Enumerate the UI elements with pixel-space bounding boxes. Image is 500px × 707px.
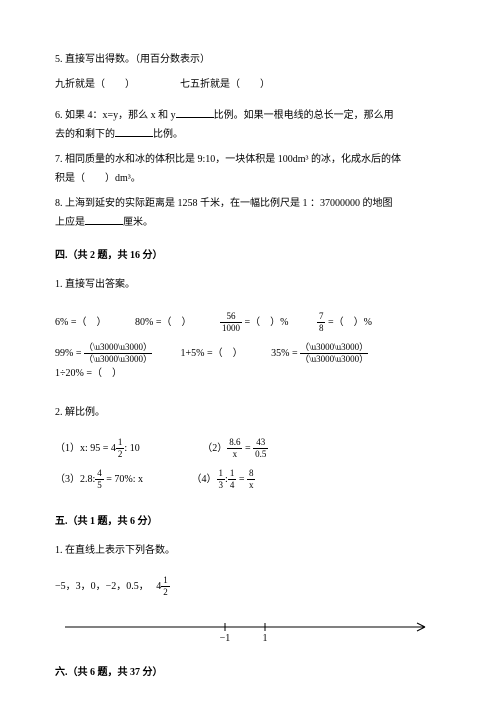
number-line: −1 1 (55, 607, 435, 647)
frac-4-5: 45 (95, 469, 104, 490)
frac-b: 430.5 (253, 438, 268, 459)
prop4: （4）13:14 = 8x (192, 469, 256, 490)
eq: = (236, 474, 247, 485)
q7-a: 7. 相同质量的水和冰的体积比是 9:10，一块体积是 100dm³ 的冰，化成… (55, 154, 401, 165)
blank (85, 215, 123, 225)
cell-1plus5: 1+5% =（ ） (181, 344, 243, 363)
den: 5 (95, 480, 104, 490)
s5-q1-title: 1. 在直线上表示下列各数。 (55, 541, 445, 560)
s4-row2: 99% = （\u3000\u3000）（\u3000\u3000） 1+5% … (55, 343, 445, 383)
txt: 99% = (55, 348, 84, 359)
frac-a: 8.6x (227, 438, 242, 459)
cell-80pct: 80% =（ ） (135, 313, 191, 332)
prop2: （2）8.6x = 430.5 (202, 438, 268, 459)
cell-35pct: 35% = （\u3000\u3000）（\u3000\u3000） (271, 343, 368, 364)
txt: （4） (192, 474, 217, 485)
q8-a: 8. 上海到延安的实际距离是 1258 千米，在一幅比例尺是 1 ：370000… (55, 198, 393, 209)
num: 8.6 (227, 438, 242, 449)
cell-7-8: 78 =（ ）% (317, 312, 372, 333)
s4-q1-title: 1. 直接写出答案。 (55, 275, 445, 294)
frac-8-x: 8x (247, 469, 256, 490)
q6-c: 去的和剩下的 (55, 129, 115, 140)
prop1: （1）x: 95 = 412: 10 (55, 438, 140, 459)
num: 43 (253, 438, 268, 449)
den: 1000 (220, 323, 242, 333)
txt: =（ ）% (325, 317, 371, 328)
section-6-title: 六.（共 6 题，共 37 分） (55, 663, 445, 682)
svg-text:1: 1 (263, 633, 268, 644)
txt: 35% = (271, 348, 300, 359)
q5-line: 九折就是（ ） 七五折就是（ ） (55, 75, 445, 94)
q8: 8. 上海到延安的实际距离是 1258 千米，在一幅比例尺是 1 ：370000… (55, 194, 445, 232)
blank (176, 108, 214, 118)
den: 3 (217, 480, 226, 490)
frac-56-1000: 561000 (220, 312, 242, 333)
frac-1-3: 13 (217, 469, 226, 490)
s4-row1: 6% =（ ） 80% =（ ） 561000 =（ ）% 78 =（ ）% (55, 312, 445, 333)
den: 0.5 (253, 449, 268, 459)
s5-numbers: −5，3，0，−2，0.5， 412 (55, 576, 445, 597)
eq: = (242, 443, 253, 454)
svg-text:−1: −1 (220, 633, 231, 644)
nums-text: −5，3，0，−2，0.5， 4 (55, 581, 161, 592)
txt: （1）x: 95 = 4 (55, 443, 116, 454)
q6-a: 6. 如果 4：x=y，那么 x 和 y (55, 110, 176, 121)
q8-b: 上应是 (55, 217, 85, 228)
section-4-title: 四.（共 2 题，共 16 分） (55, 246, 445, 265)
num: 56 (220, 312, 242, 323)
txt: =（ ）% (242, 317, 288, 328)
num: 8 (247, 469, 256, 480)
txt: （2） (202, 443, 227, 454)
s4-q2-title: 2. 解比例。 (55, 403, 445, 422)
frac-blank: （\u3000\u3000）（\u3000\u3000） (300, 343, 368, 364)
q6-d: 比例。 (153, 129, 183, 140)
cell-99pct: 99% = （\u3000\u3000）（\u3000\u3000） (55, 343, 152, 364)
q8-c: 厘米。 (123, 217, 153, 228)
den: 2 (161, 587, 170, 597)
q6-b: 比例。如果一根电线的总长一定，那么用 (214, 110, 394, 121)
cell-56-1000: 561000 =（ ）% (220, 312, 288, 333)
q5-title: 5. 直接写出得数。（用百分数表示） (55, 50, 445, 69)
num: 1 (161, 576, 170, 587)
section-5-title: 五.（共 1 题，共 6 分） (55, 512, 445, 531)
cell-1div20: 1÷20% =（ ） (55, 364, 122, 383)
num: 1 (217, 469, 226, 480)
q6: 6. 如果 4：x=y，那么 x 和 y 比例。如果一根电线的总长一定，那么用 去… (55, 106, 445, 144)
den: x (227, 449, 242, 459)
q7-b: 积是（ ）dm³。 (55, 173, 141, 184)
txt: （3）2.8: (55, 474, 95, 485)
prop-row1: （1）x: 95 = 412: 10 （2）8.6x = 430.5 (55, 438, 445, 459)
num: 4 (95, 469, 104, 480)
cell-6pct: 6% =（ ） (55, 313, 106, 332)
q7: 7. 相同质量的水和冰的体积比是 9:10，一块体积是 100dm³ 的冰，化成… (55, 150, 445, 188)
den: x (247, 480, 256, 490)
blank (115, 127, 153, 137)
mixed-frac: 12 (161, 576, 170, 597)
frac-blank: （\u3000\u3000）（\u3000\u3000） (84, 343, 152, 364)
txt: = 70%: x (104, 474, 143, 485)
prop3: （3）2.8:45 = 70%: x (55, 469, 143, 490)
prop-row2: （3）2.8:45 = 70%: x （4）13:14 = 8x (55, 469, 445, 490)
txt: : 10 (124, 443, 139, 454)
